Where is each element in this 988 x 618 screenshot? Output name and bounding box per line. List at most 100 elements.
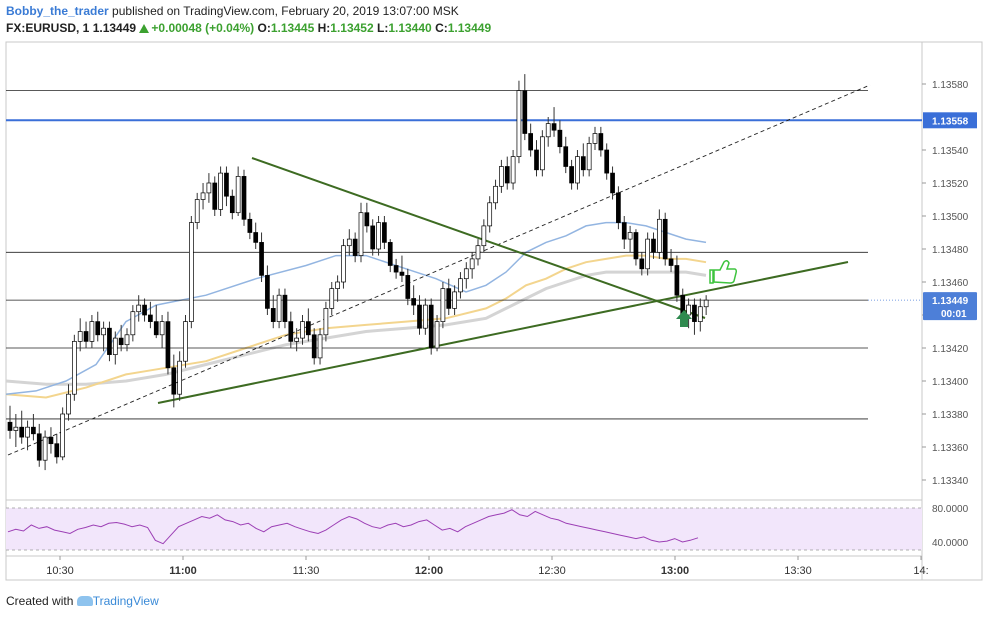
candle-up <box>656 218 662 253</box>
candle-up <box>194 199 200 223</box>
candle-up <box>458 278 463 293</box>
price-tick-label: 1.13340 <box>932 476 969 487</box>
candle-down <box>621 222 627 240</box>
candle-up <box>539 136 545 171</box>
price-tick-label: 1.13520 <box>932 179 969 190</box>
candle-down <box>382 222 387 243</box>
candle-up <box>206 182 212 194</box>
rsi-band <box>6 508 922 550</box>
candle-up <box>376 222 381 250</box>
candle-up <box>440 288 446 322</box>
candle-down <box>165 321 171 369</box>
candle-up <box>452 291 457 309</box>
candle-up <box>235 176 241 214</box>
candle-down <box>563 146 569 167</box>
candle-down <box>370 225 376 250</box>
candle-down <box>259 242 264 276</box>
candle-down <box>247 218 253 233</box>
candle-up <box>516 90 522 157</box>
candle-up <box>42 436 48 461</box>
time-axis[interactable]: 10:30 11:00 11:30 12:00 12:30 13:00 13:30 14: <box>46 556 929 577</box>
candle-down <box>557 129 563 148</box>
candle-up <box>358 212 364 256</box>
rsi-pane: 80.0000 40.0000 <box>6 504 969 551</box>
blue-level-price-label: 1.13558 <box>932 116 969 127</box>
candle-down <box>580 156 586 171</box>
candle-down <box>569 166 574 184</box>
symbol-line: FX:EURUSD, 1 1.13449 +0.00048 (+0.04%) O… <box>6 21 491 35</box>
candle-down <box>241 176 247 220</box>
candle-up <box>510 156 516 184</box>
price-tick-label: 1.13480 <box>932 245 969 256</box>
candle-up <box>77 331 83 342</box>
created-with-label: Created with <box>6 594 74 608</box>
candle-down <box>616 192 621 223</box>
candle-down <box>528 133 534 151</box>
high-value: 1.13452 <box>330 21 374 35</box>
candle-down <box>405 275 411 299</box>
candle-down <box>265 275 270 309</box>
chart-annotations <box>676 259 738 327</box>
candle-up <box>200 192 206 200</box>
high-label: H: <box>317 21 331 35</box>
published-text: published on TradingView.com, February 2… <box>112 4 459 18</box>
candle-up <box>317 334 323 359</box>
candle-up <box>434 321 440 349</box>
candle-down <box>551 123 557 131</box>
candle-up <box>686 304 691 316</box>
time-tick-label: 10:30 <box>46 565 74 577</box>
tradingview-brand[interactable]: TradingView <box>92 594 159 608</box>
candle-down <box>31 426 36 435</box>
low-label: L: <box>377 21 389 35</box>
price-axis[interactable]: 1.13340 1.13360 1.13380 1.13400 1.13420 1.134… <box>922 80 977 487</box>
low-value: 1.13440 <box>388 21 432 35</box>
candle-up <box>323 308 329 336</box>
candle-down <box>83 331 89 342</box>
trendline-drawings[interactable] <box>7 84 871 456</box>
candle-up <box>493 185 498 204</box>
author-link[interactable]: Bobby_the_trader <box>6 4 109 18</box>
candle-down <box>639 258 645 270</box>
candle-up <box>218 172 223 210</box>
candle-up <box>89 321 95 342</box>
candle-down <box>54 443 60 458</box>
rsi-tick-label: 80.0000 <box>932 504 969 515</box>
candle-up <box>335 281 340 289</box>
candle-down <box>253 232 259 243</box>
candle-up <box>463 268 469 280</box>
candle-up <box>276 294 282 322</box>
candle-up <box>300 321 305 339</box>
candle-up <box>112 337 118 355</box>
candle-up <box>183 321 188 362</box>
price-tick-label: 1.13460 <box>932 278 969 289</box>
candle-down <box>534 149 539 171</box>
candle-down <box>224 172 229 197</box>
candle-down <box>393 265 399 273</box>
candle-down <box>610 172 615 194</box>
candle-down <box>36 433 42 461</box>
chart-frame <box>5 41 983 581</box>
candle-down <box>148 314 153 322</box>
candle-up <box>423 304 428 329</box>
candle-up <box>586 143 592 171</box>
candle-down <box>282 294 288 322</box>
candle-up <box>487 202 493 227</box>
candle-down <box>633 232 639 260</box>
candle-up <box>697 306 703 322</box>
rsi-line <box>7 509 699 545</box>
dashed-trendline <box>7 84 871 456</box>
candle-up <box>499 166 504 187</box>
time-tick-label: 12:00 <box>415 565 443 577</box>
symbol-label: FX:EURUSD, 1 <box>6 21 90 35</box>
time-tick-label: 11:00 <box>169 565 197 577</box>
candle-up <box>475 245 481 260</box>
time-tick-label: 13:00 <box>661 565 689 577</box>
thumbs-up-icon <box>709 259 738 284</box>
candle-down <box>95 321 101 336</box>
candle-up <box>60 413 66 458</box>
open-value: 1.13445 <box>270 21 315 35</box>
price-tick-label: 1.13540 <box>932 146 969 157</box>
candle-down <box>662 218 668 260</box>
candle-down <box>270 308 276 322</box>
